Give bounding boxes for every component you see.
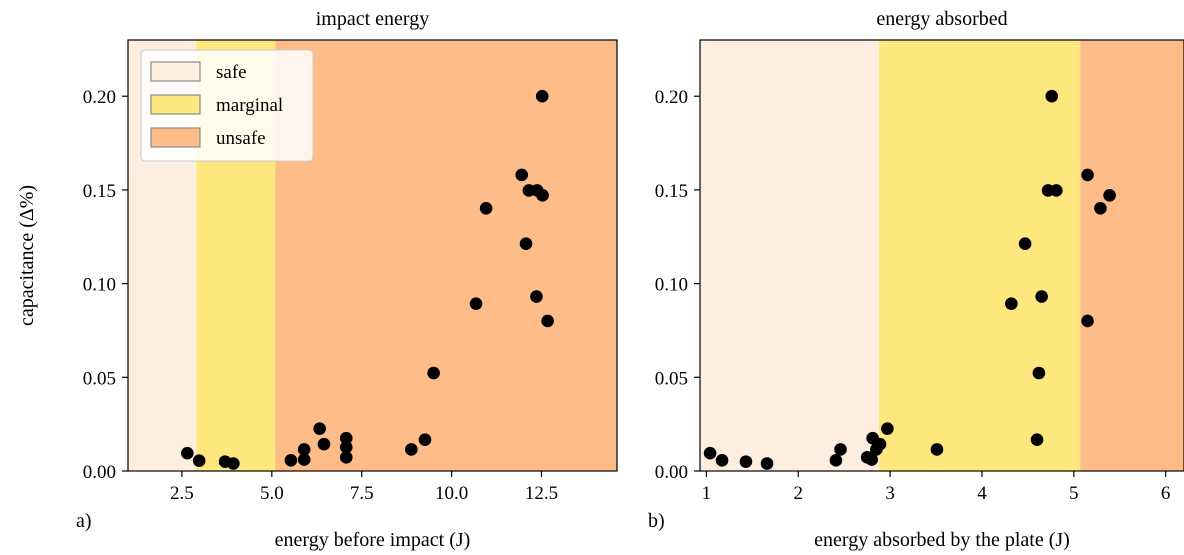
b-axes-frame [699, 39, 1184, 472]
x-tick-label: 2 [794, 483, 804, 504]
data-point [881, 422, 894, 435]
x-tick-label: 12.5 [525, 483, 558, 504]
y-tick-label: 0.20 [83, 87, 116, 108]
data-point [1050, 184, 1063, 197]
data-point [1035, 290, 1048, 303]
data-point [192, 454, 206, 467]
data-point [1103, 189, 1116, 202]
b-points [703, 89, 1116, 470]
data-point [297, 443, 311, 456]
region-unsafe [275, 40, 617, 471]
y-tick-label: 0.05 [83, 368, 116, 389]
data-point [479, 201, 493, 215]
b-y-ticks: 0.00 0.05 0.10 0.15 0.20 [655, 87, 700, 483]
region-marginal [879, 40, 1081, 471]
x-tick-label: 2.5 [170, 483, 194, 504]
region-unsafe [1080, 40, 1184, 471]
data-point [317, 437, 331, 451]
data-point [535, 89, 549, 103]
data-point [760, 457, 774, 470]
data-point [339, 431, 353, 445]
legend-swatch-safe [150, 61, 201, 82]
data-point [1005, 297, 1018, 310]
data-point [418, 433, 432, 447]
x-tick-label: 7.5 [350, 483, 374, 504]
a-x-ticks: 2.5 5.0 7.5 10.0 12.5 [170, 471, 558, 504]
data-point [181, 446, 194, 460]
data-point [1094, 201, 1107, 215]
panel-a: 2.5 5.0 7.5 10.0 12.5 0.00 0.05 0.10 0.15 0.20 i… [16, 8, 618, 551]
data-point [1081, 314, 1094, 328]
x-tick-label: 1 [702, 483, 712, 504]
y-tick-label: 0.00 [83, 462, 116, 483]
data-point [1032, 366, 1046, 380]
legend-label-safe: safe [216, 62, 247, 83]
legend-swatch-unsafe [150, 127, 201, 148]
data-point [834, 443, 847, 456]
legend-swatch-marginal [150, 94, 201, 115]
b-chart-title: energy absorbed [876, 8, 1007, 30]
x-tick-label: 6 [1161, 483, 1171, 504]
data-point [930, 443, 944, 456]
x-tick-label: 10.0 [435, 483, 468, 504]
data-point [515, 168, 529, 182]
data-point [227, 457, 240, 470]
b-regions [700, 40, 1184, 471]
data-point [313, 422, 326, 435]
region-safe [700, 40, 880, 471]
data-point [530, 290, 543, 303]
x-tick-label: 5 [1069, 483, 1079, 504]
b-x-axis-label: energy absorbed by the plate (J) [814, 529, 1070, 551]
data-point [829, 454, 843, 467]
y-axis-label: capacitance (Δ%) [16, 185, 38, 326]
a-x-axis-label: energy before impact (J) [275, 529, 471, 551]
data-point [1081, 168, 1094, 182]
data-point [297, 453, 311, 466]
y-tick-label: 0.15 [655, 181, 688, 202]
y-tick-label: 0.05 [655, 368, 688, 389]
a-y-ticks: 0.00 0.05 0.10 0.15 0.20 [83, 87, 128, 483]
legend-label-unsafe: unsafe [216, 128, 266, 149]
panel-b: 1 2 3 4 5 6 0.00 0.05 0.10 0.15 0.20 energy absor… [648, 8, 1184, 551]
data-point [519, 237, 533, 250]
legend-label-marginal: marginal [216, 95, 283, 116]
a-panel-letter: a) [76, 510, 92, 532]
x-tick-label: 4 [977, 483, 987, 504]
y-tick-label: 0.15 [83, 181, 116, 202]
data-point [339, 440, 353, 454]
data-point [1045, 89, 1059, 103]
data-point [284, 454, 298, 467]
data-point [703, 446, 717, 460]
data-point [873, 437, 887, 451]
a-points [181, 89, 554, 470]
data-point [1018, 237, 1032, 250]
data-point [739, 455, 753, 468]
legend: safe marginal unsafe [140, 49, 314, 162]
y-tick-label: 0.20 [655, 87, 688, 108]
a-axes-frame [127, 39, 618, 472]
data-point [536, 189, 549, 202]
x-tick-label: 5.0 [260, 483, 284, 504]
data-point [405, 443, 418, 456]
y-tick-label: 0.10 [655, 275, 688, 296]
data-point [865, 453, 879, 466]
data-point [715, 454, 729, 467]
data-point [1030, 433, 1044, 447]
b-panel-letter: b) [648, 510, 665, 532]
data-point [427, 366, 440, 380]
b-x-ticks: 1 2 3 4 5 6 [702, 471, 1171, 504]
a-chart-title: impact energy [316, 8, 429, 30]
y-tick-label: 0.00 [655, 462, 688, 483]
data-point [469, 297, 483, 310]
data-point [541, 314, 554, 328]
data-point [339, 451, 353, 464]
y-tick-label: 0.10 [83, 275, 116, 296]
x-tick-label: 3 [885, 483, 895, 504]
